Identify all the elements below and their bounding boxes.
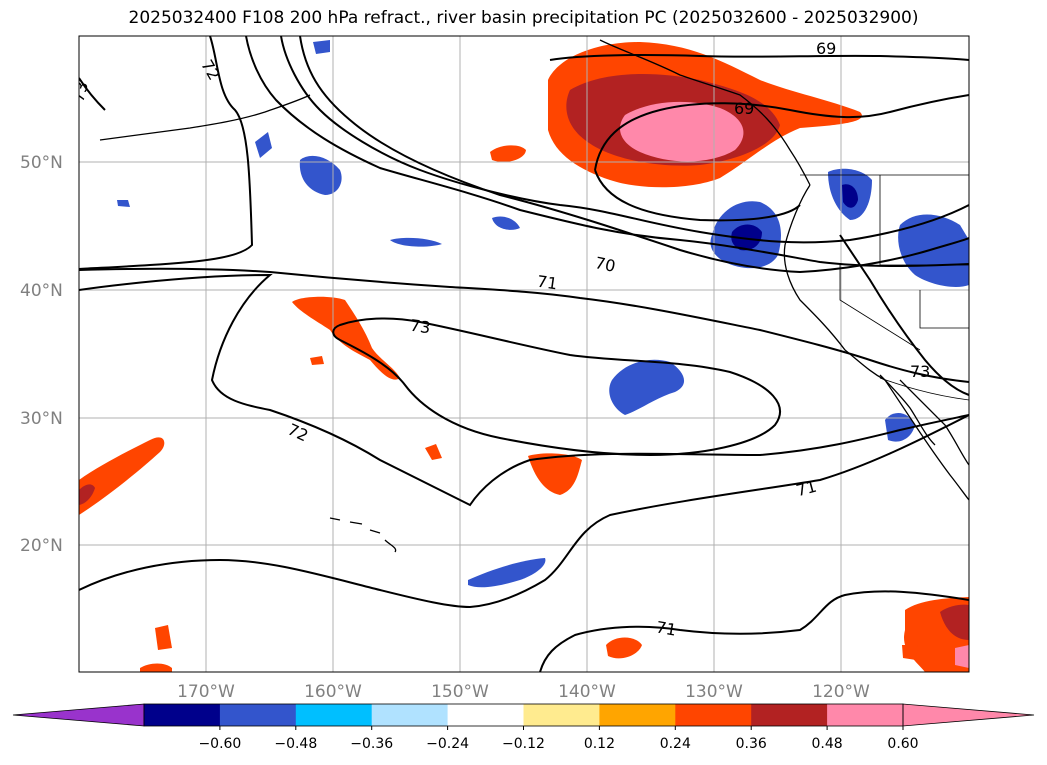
longitude-labels: 170°W 160°W 150°W 140°W 130°W 120°W <box>177 682 870 702</box>
negative-anomaly-small-6 <box>117 200 130 207</box>
map-frame <box>78 35 970 673</box>
refractivity-contours <box>79 36 969 672</box>
positive-anomaly-small-7 <box>606 637 642 659</box>
coastline-west-us <box>783 184 969 501</box>
colorbar-segment <box>447 704 524 726</box>
negative-anomaly-hawaii-south <box>468 558 546 588</box>
lat-label-20n: 20°N <box>20 536 63 556</box>
colorbar-tick-label: −0.36 <box>350 736 393 752</box>
contour-71-north <box>280 36 969 244</box>
positive-anomaly-small-8 <box>902 645 918 660</box>
contour-69-loop <box>594 169 801 222</box>
contour-71-bottom <box>539 590 969 672</box>
negative-anomaly-small-4 <box>390 237 442 247</box>
border-state-2 <box>839 265 921 351</box>
lat-label-40n: 40°N <box>20 281 63 301</box>
coastline-alaska-aleutians <box>99 94 311 141</box>
hawaii-islands <box>329 517 397 553</box>
colorbar: −0.60 −0.48 −0.36 −0.24 −0.12 0.12 0.24 0.36 0.4… <box>12 703 1035 752</box>
contour-labels: 73 72 69 69 70 71 73 72 71 73 71 <box>79 39 930 640</box>
colorbar-tick-label: −0.12 <box>502 736 545 752</box>
positive-anomaly-west-core <box>79 484 95 505</box>
positive-anomaly-small-4 <box>528 453 582 495</box>
colorbar-extend-above <box>902 703 1035 727</box>
negative-anomaly-small-3 <box>313 40 330 54</box>
latitude-labels: 50°N 40°N 30°N 20°N <box>20 153 63 556</box>
colorbar-ticks: −0.60 −0.48 −0.36 −0.24 −0.12 0.12 0.24 0.36 0.4… <box>198 726 919 752</box>
lon-label-170w: 170°W <box>177 682 235 702</box>
lat-label-30n: 30°N <box>20 409 63 429</box>
contour-label-69-outer: 69 <box>816 39 836 58</box>
lon-label-120w: 120°W <box>812 682 870 702</box>
negative-anomaly-inland-2 <box>898 214 969 287</box>
contour-72-east <box>839 234 969 396</box>
colorbar-segment <box>599 704 676 726</box>
graticule <box>79 36 969 672</box>
lon-label-160w: 160°W <box>304 682 362 702</box>
contour-label-69-inner: 69 <box>734 99 754 118</box>
colorbar-levels <box>144 704 904 726</box>
positive-anomaly-small-3 <box>425 444 442 460</box>
contour-label-73-east: 73 <box>910 362 930 381</box>
colorbar-tick-label: −0.60 <box>198 736 241 752</box>
positive-anomaly-small-6 <box>140 663 172 672</box>
colorbar-tick-label: 0.24 <box>660 736 691 752</box>
contour-72-south <box>79 273 969 507</box>
lon-label-140w: 140°W <box>558 682 616 702</box>
colorbar-tick-label: 0.48 <box>812 736 843 752</box>
colorbar-segment <box>371 704 449 726</box>
colorbar-segment <box>523 704 600 726</box>
negative-anomaly-inland-1-core <box>842 184 858 208</box>
lon-label-130w: 130°W <box>685 682 743 702</box>
contour-label-71-south: 71 <box>794 477 819 501</box>
contour-71-south <box>79 414 969 609</box>
colorbar-segment <box>144 704 221 726</box>
contour-label-73-loop: 73 <box>409 316 432 338</box>
contour-69-outer <box>549 54 969 61</box>
positive-anomaly-small-5 <box>155 625 172 650</box>
coastline-gulf-of-california <box>899 379 969 466</box>
colorbar-tick-label: 0.36 <box>736 736 767 752</box>
colorbar-tick-label: 0.60 <box>887 736 918 752</box>
border-us-mexico <box>879 377 969 401</box>
border-state-3 <box>919 290 969 329</box>
lon-label-150w: 150°W <box>431 682 489 702</box>
lat-label-50n: 50°N <box>20 153 63 173</box>
colorbar-segment <box>295 704 373 726</box>
colorbar-tick-label: −0.24 <box>426 736 469 752</box>
positive-anomaly-small-2 <box>310 356 324 365</box>
contour-label-71-mid: 71 <box>536 272 559 294</box>
precip-shading <box>79 40 969 672</box>
contour-72-north <box>79 36 254 270</box>
positive-anomaly-gulf-peak <box>620 101 744 162</box>
negative-anomaly-pacific-nw-core <box>731 224 762 251</box>
colorbar-segment <box>827 704 904 726</box>
positive-anomaly-west-edge <box>79 437 165 515</box>
coastline-alaska-south <box>599 39 811 186</box>
negative-anomaly-small-1 <box>299 155 342 195</box>
colorbar-segment <box>751 704 828 726</box>
colorbar-tick-label: 0.12 <box>584 736 615 752</box>
negative-anomaly-small-2 <box>255 132 272 158</box>
contour-69-inner <box>594 94 969 171</box>
negative-anomaly-baja <box>885 413 915 442</box>
colorbar-segment <box>675 704 752 726</box>
contour-label-70: 70 <box>593 253 617 276</box>
contour-73-loop <box>332 317 781 457</box>
positive-anomaly-southeast-core <box>940 604 969 640</box>
negative-anomaly-small-5 <box>492 216 520 230</box>
map-title: 2025032400 F108 200 hPa refract., river … <box>128 8 919 28</box>
contour-label-71-bottom: 71 <box>655 617 678 639</box>
contour-72-inner <box>245 36 969 267</box>
contour-71-mid <box>79 267 969 383</box>
colorbar-segment <box>219 704 297 726</box>
colorbar-tick-label: −0.48 <box>274 736 317 752</box>
positive-anomaly-southeast-peak <box>955 645 969 668</box>
contour-70 <box>299 36 969 274</box>
colorbar-extend-below <box>12 703 145 727</box>
contour-73-northwest <box>79 77 106 111</box>
positive-anomaly-small-1 <box>490 145 526 162</box>
negative-anomaly-central <box>609 359 685 415</box>
